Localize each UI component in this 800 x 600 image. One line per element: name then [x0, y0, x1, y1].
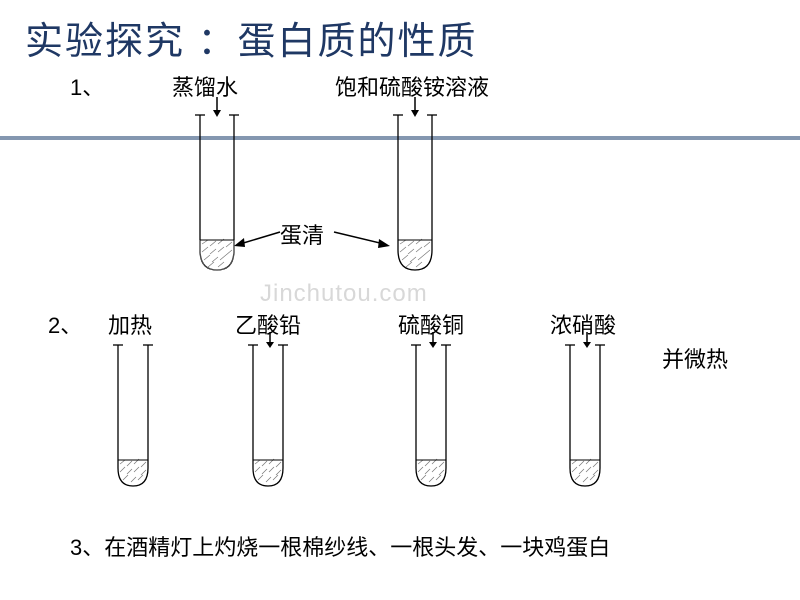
test-tube-2: [390, 110, 440, 285]
test-tube-6: [562, 340, 608, 500]
row1-number: 1、: [70, 70, 104, 102]
test-tube-5: [408, 340, 454, 500]
arrow-eggwhite-to-tube2: [330, 222, 394, 252]
row2-number: 2、: [48, 308, 82, 340]
arrow-nitric-to-tube6: [575, 330, 599, 350]
row3-text: 3、在酒精灯上灼烧一根棉纱线、一根头发、一块鸡蛋白: [70, 530, 610, 562]
arrow-lead-to-tube4: [258, 330, 282, 350]
test-tube-3: [110, 340, 156, 500]
arrow-copper-to-tube5: [421, 330, 445, 350]
page-title: 实验探究 ：蛋白质的性质: [25, 10, 478, 65]
label-slight-heat: 并微热: [662, 342, 728, 374]
arrow-eggwhite-to-tube1: [232, 222, 284, 252]
arrow-distilled-to-tube1: [202, 95, 232, 119]
label-egg-white: 蛋清: [280, 218, 324, 250]
test-tube-1: [192, 110, 242, 285]
arrow-saturated-to-tube2: [400, 95, 430, 119]
label-heat: 加热: [108, 308, 152, 340]
test-tube-4: [245, 340, 291, 500]
